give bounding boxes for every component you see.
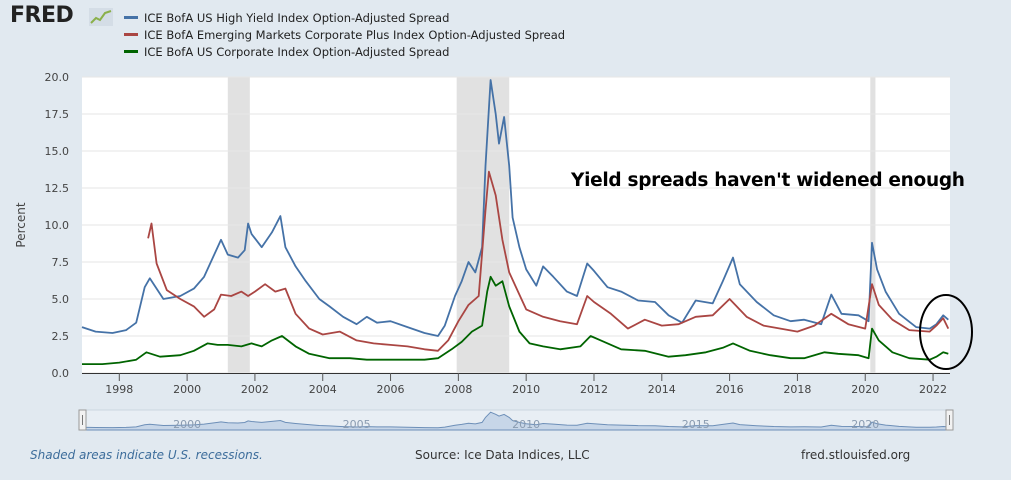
chart-footer: Shaded areas indicate U.S. recessions. S… — [0, 445, 1011, 470]
x-tick-label: 2018 — [783, 383, 811, 396]
legend-item[interactable]: ICE BofA US Corporate Index Option-Adjus… — [124, 43, 565, 60]
site-link[interactable]: fred.stlouisfed.org — [801, 448, 911, 462]
navigator-label: 2005 — [343, 418, 371, 431]
chart-legend: ICE BofA US High Yield Index Option-Adju… — [124, 9, 565, 60]
chart-annotation: Yield spreads haven't widened enough — [571, 170, 965, 191]
highlight-circle — [919, 294, 973, 370]
line-chart: 1998 2000 2002 2004 2006 2008 2010 2012 2014 2016… — [14, 71, 973, 431]
fred-logo[interactable]: FRED — [10, 3, 74, 28]
y-tick-label: 2.5 — [52, 330, 70, 343]
x-tick-label: 2000 — [173, 383, 201, 396]
x-tick-label: 1998 — [105, 383, 133, 396]
y-axis-label: Percent — [14, 202, 28, 247]
legend-item[interactable]: ICE BofA US High Yield Index Option-Adju… — [124, 9, 565, 26]
x-tick-label: 2006 — [377, 383, 405, 396]
y-tick-label: 20.0 — [45, 71, 70, 84]
y-tick-label: 15.0 — [45, 145, 70, 158]
x-tick-label: 2016 — [716, 383, 744, 396]
navigator-label: 2000 — [173, 418, 201, 431]
series-line-1 — [81, 79, 949, 337]
x-tick-label: 2014 — [648, 383, 676, 396]
x-tick-label: 2002 — [241, 383, 269, 396]
source-note: Source: Ice Data Indices, LLC — [415, 448, 590, 462]
legend-swatch — [124, 16, 138, 19]
x-tick-label: 2020 — [851, 383, 879, 396]
x-tick-label: 2012 — [580, 383, 608, 396]
legend-swatch — [124, 50, 138, 53]
navigator-label: 2015 — [682, 418, 710, 431]
legend-label: ICE BofA US Corporate Index Option-Adjus… — [144, 44, 450, 59]
x-tick-label: 2022 — [919, 383, 947, 396]
series-line-2 — [147, 170, 950, 352]
legend-label: ICE BofA US High Yield Index Option-Adju… — [144, 10, 450, 25]
legend-item[interactable]: ICE BofA Emerging Markets Corporate Plus… — [124, 26, 565, 43]
legend-label: ICE BofA Emerging Markets Corporate Plus… — [144, 27, 566, 42]
y-tick-label: 0.0 — [52, 367, 70, 380]
x-tick-label: 2010 — [512, 383, 540, 396]
x-tick-label: 2008 — [444, 383, 472, 396]
y-tick-label: 7.5 — [52, 256, 70, 269]
y-tick-label: 12.5 — [45, 182, 70, 195]
y-tick-label: 5.0 — [52, 293, 70, 306]
legend-swatch — [124, 33, 138, 36]
line-chart-icon — [89, 8, 113, 26]
x-tick-label: 2004 — [309, 383, 337, 396]
range-navigator[interactable]: 2000 2005 2010 2015 2020 — [78, 409, 954, 431]
series-line-3 — [82, 275, 949, 365]
navigator-area — [81, 411, 949, 431]
y-tick-label: 17.5 — [45, 108, 70, 121]
navigator-label: 2020 — [851, 418, 879, 431]
y-tick-label: 10.0 — [45, 219, 70, 232]
recession-note: Shaded areas indicate U.S. recessions. — [30, 448, 263, 462]
navigator-label: 2010 — [512, 418, 540, 431]
